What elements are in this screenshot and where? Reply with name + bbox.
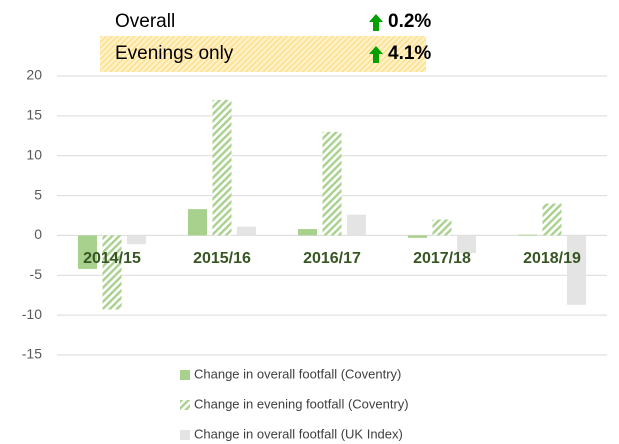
bar <box>212 99 232 236</box>
legend-swatch <box>180 370 190 380</box>
y-tick-label: 5 <box>34 186 42 202</box>
bar <box>432 219 452 236</box>
bar <box>542 203 562 236</box>
bar <box>322 131 342 236</box>
bar <box>567 235 586 305</box>
bar <box>457 235 476 253</box>
legend-label: Change in overall footfall (UK Index) <box>194 426 403 441</box>
bar <box>188 209 207 236</box>
x-tick-label: 2015/16 <box>193 250 251 267</box>
y-tick-label: 0 <box>34 226 42 242</box>
legend-label: Change in evening footfall (Coventry) <box>194 396 409 411</box>
legend-swatch <box>180 430 190 440</box>
bar <box>518 234 537 236</box>
annotation-label: Overall <box>115 11 175 32</box>
x-tick-label: 2016/17 <box>303 250 361 267</box>
bar <box>102 235 122 310</box>
annotation-label: Evenings only <box>115 43 234 64</box>
y-tick-label: 20 <box>26 67 42 83</box>
bar <box>298 229 317 236</box>
bar <box>78 235 97 269</box>
bar <box>408 235 427 238</box>
x-tick-label: 2014/15 <box>83 250 141 267</box>
y-tick-label: -10 <box>22 306 42 322</box>
y-tick-label: -15 <box>22 346 42 362</box>
bar <box>347 214 366 236</box>
up-arrow <box>369 46 383 63</box>
up-arrow <box>369 14 383 31</box>
legend-swatch <box>180 400 190 410</box>
legend-label: Change in overall footfall (Coventry) <box>194 366 401 381</box>
y-tick-label: 10 <box>26 146 42 162</box>
annotation-value: 4.1% <box>388 43 431 64</box>
annotation-value: 0.2% <box>388 11 431 32</box>
y-tick-label: 15 <box>26 107 42 123</box>
bar <box>127 235 146 245</box>
y-tick-label: -5 <box>30 266 43 282</box>
x-tick-label: 2017/18 <box>413 250 471 267</box>
x-tick-label: 2018/19 <box>523 250 581 267</box>
bar <box>237 226 256 236</box>
